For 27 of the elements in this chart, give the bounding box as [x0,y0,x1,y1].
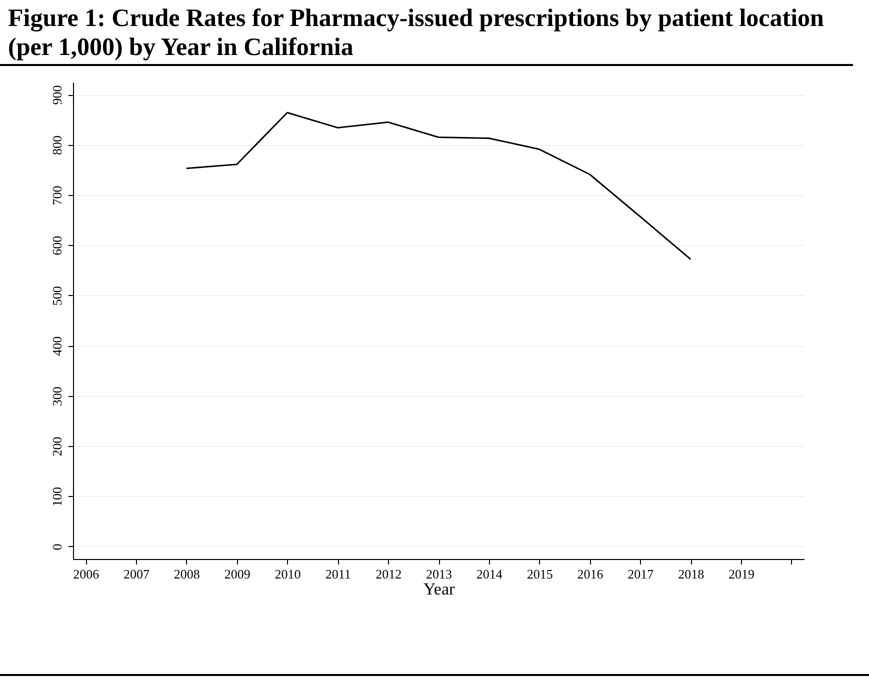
x-tick-label: 2011 [325,566,351,582]
x-tick-label: 2014 [476,566,503,582]
x-tick-label: 2007 [124,566,150,582]
y-tick-label: 300 [50,386,64,406]
y-tick-label: 700 [50,186,64,206]
x-tick-label: 2019 [728,566,754,582]
y-tick-label: 600 [50,236,64,256]
x-tick-label: 2017 [628,566,654,582]
y-tick-label: 100 [50,486,64,506]
x-tick-label: 2018 [678,566,704,582]
x-tick-label: 2010 [274,566,301,582]
y-tick-label: 400 [50,336,64,356]
x-tick-label: 2016 [577,566,604,582]
line-series [186,112,692,260]
x-tick-label: 2013 [426,566,452,582]
x-tick-label: 2006 [73,566,100,582]
x-tick-label: 2008 [174,566,200,582]
y-tick-label: 0 [50,544,64,550]
y-tick-label: 900 [50,85,64,105]
x-tick-label: 2009 [224,566,250,582]
x-tick-label: 2015 [526,566,553,582]
y-tick-label: 800 [50,136,64,156]
y-tick-label: 500 [50,286,64,306]
x-axis-title: Year [423,580,455,598]
y-tick-label: 200 [50,436,64,456]
x-tick-label: 2012 [376,566,402,582]
chart-title: Figure 1: Crude Rates for Pharmacy-issued prescriptions by patient location (per 1,000) by Year in California [0,0,853,66]
